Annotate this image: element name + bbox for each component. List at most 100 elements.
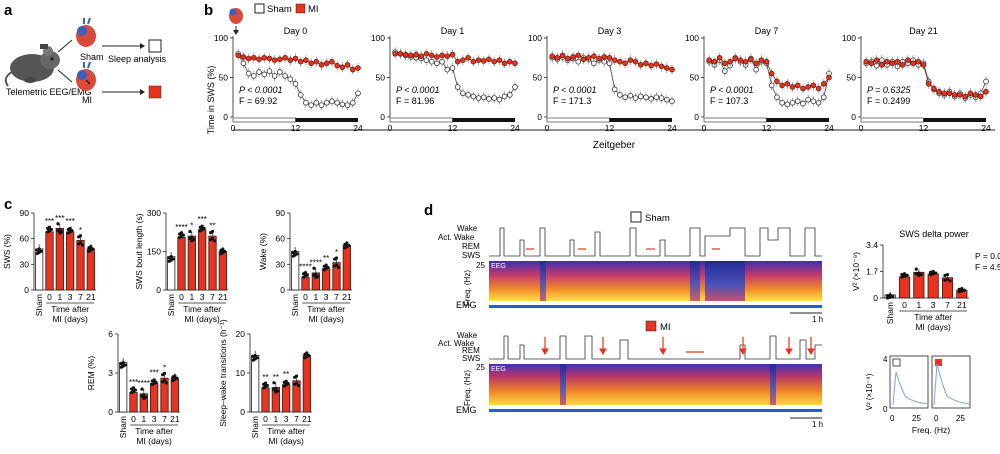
sham-point <box>349 99 356 106</box>
y-tick-label: 20 <box>236 329 246 339</box>
mi-bar <box>342 245 351 291</box>
x-tick-label: 24 <box>510 123 520 133</box>
sham-point <box>591 60 597 67</box>
f-value-label: F = 69.92 <box>239 96 277 106</box>
data-point <box>307 353 311 358</box>
mi-spectrogram-wake <box>770 364 776 405</box>
light-phase-bar <box>860 117 924 123</box>
y-tick-label: 0 <box>851 112 856 122</box>
sham-point <box>271 73 278 79</box>
mi-point <box>465 54 471 61</box>
mi-point <box>727 58 733 65</box>
mi-point <box>418 53 425 59</box>
mi-point <box>753 60 759 67</box>
y-tick-label: 50 <box>376 73 386 83</box>
x-tick-label: 1 <box>313 292 318 302</box>
mi-emg-trace <box>489 409 822 412</box>
x-tick-label: 21 <box>218 292 228 302</box>
x-tick-label: 21 <box>342 292 352 302</box>
x-label-line2: MI (days) <box>268 436 304 446</box>
hypno-level-act-wake: Act. Wake <box>438 339 475 348</box>
mi-bar <box>208 235 217 291</box>
data-point <box>312 266 316 270</box>
mi-point <box>334 62 340 69</box>
data-point <box>274 387 278 391</box>
data-point <box>945 272 950 277</box>
x-tick-label: 0 <box>47 292 52 302</box>
data-point <box>171 257 175 261</box>
mi-point <box>763 58 770 65</box>
y-tick-label: 50 <box>219 73 229 83</box>
mi-point <box>617 58 623 65</box>
y-axis-label: Sleep–wake transitions (h⁻¹) <box>218 319 228 427</box>
sham-eeg-label: EEG <box>491 263 506 270</box>
y-tick-label: 50 <box>847 73 857 83</box>
sham-point <box>512 84 518 90</box>
x-tick-label: 21 <box>86 292 96 302</box>
sham-point <box>308 102 314 108</box>
x-tick-label: 7 <box>945 300 950 310</box>
inset-xtick-0: 0 <box>934 414 939 423</box>
data-point <box>140 387 144 391</box>
mi-point <box>879 62 885 68</box>
p-value-label: P < 0.0001 <box>396 85 439 95</box>
y-tick-label: 0 <box>108 407 113 417</box>
mi-point <box>784 81 791 87</box>
data-point <box>272 381 276 385</box>
x-tick-label: 3 <box>931 300 936 310</box>
telemetric-label: Telemetric EEG/EMG <box>6 87 92 97</box>
mi-point <box>789 84 796 90</box>
data-point <box>144 395 148 399</box>
mi-bar <box>150 382 159 413</box>
data-point <box>943 273 947 277</box>
f-value-label: F = 81.96 <box>396 96 434 106</box>
mi-point <box>663 65 670 71</box>
data-point <box>56 222 60 226</box>
data-point <box>957 290 961 294</box>
sham-point <box>653 94 660 101</box>
x-tick-label: 7 <box>162 414 167 424</box>
x-label-line1: Time after <box>183 304 221 314</box>
mi-point <box>303 57 309 63</box>
legend-sham-swatch <box>254 3 265 14</box>
data-point <box>162 371 167 376</box>
data-point <box>888 295 892 299</box>
x-tick-label: 24 <box>824 123 834 133</box>
day-title: Day 0 <box>284 26 308 36</box>
mi-point <box>559 52 566 59</box>
mi-point <box>256 56 262 63</box>
mi-freq-label: Freq. (Hz) <box>463 370 472 406</box>
x-tick-label: 24 <box>667 123 677 133</box>
data-point <box>255 356 259 360</box>
y-tick-label: 90 <box>276 208 286 218</box>
mi-point <box>931 85 937 92</box>
sham-point <box>768 82 775 89</box>
mi-point <box>434 54 440 60</box>
inset-ytick-top: 4 <box>883 355 888 364</box>
significance-stars: * <box>190 221 193 230</box>
x-tick-label: 0 <box>179 292 184 302</box>
light-phase-bar <box>389 117 453 123</box>
y-tick-label: 0 <box>537 112 542 122</box>
inset-mi-spectrum <box>933 363 971 406</box>
mi-point <box>622 60 628 67</box>
data-point <box>37 247 41 251</box>
significance-stars: **** <box>138 379 150 388</box>
mi-point <box>868 60 875 67</box>
x-tick-label: 0 <box>545 123 550 133</box>
data-point <box>152 378 156 382</box>
sham-point <box>617 92 623 98</box>
mi-bar <box>322 268 331 291</box>
mi-point <box>570 54 576 60</box>
y-axis-label: Wake (%) <box>258 233 268 270</box>
x-label-line1: Time after <box>307 304 345 314</box>
light-phase-bar <box>703 117 767 123</box>
mi-point <box>768 70 775 77</box>
significance-stars: ** <box>209 221 215 230</box>
mi-point <box>611 57 618 63</box>
mi-point <box>251 54 257 61</box>
mi-point <box>962 93 968 100</box>
y-tick-label: 30 <box>276 259 286 269</box>
sham-point <box>454 84 461 90</box>
